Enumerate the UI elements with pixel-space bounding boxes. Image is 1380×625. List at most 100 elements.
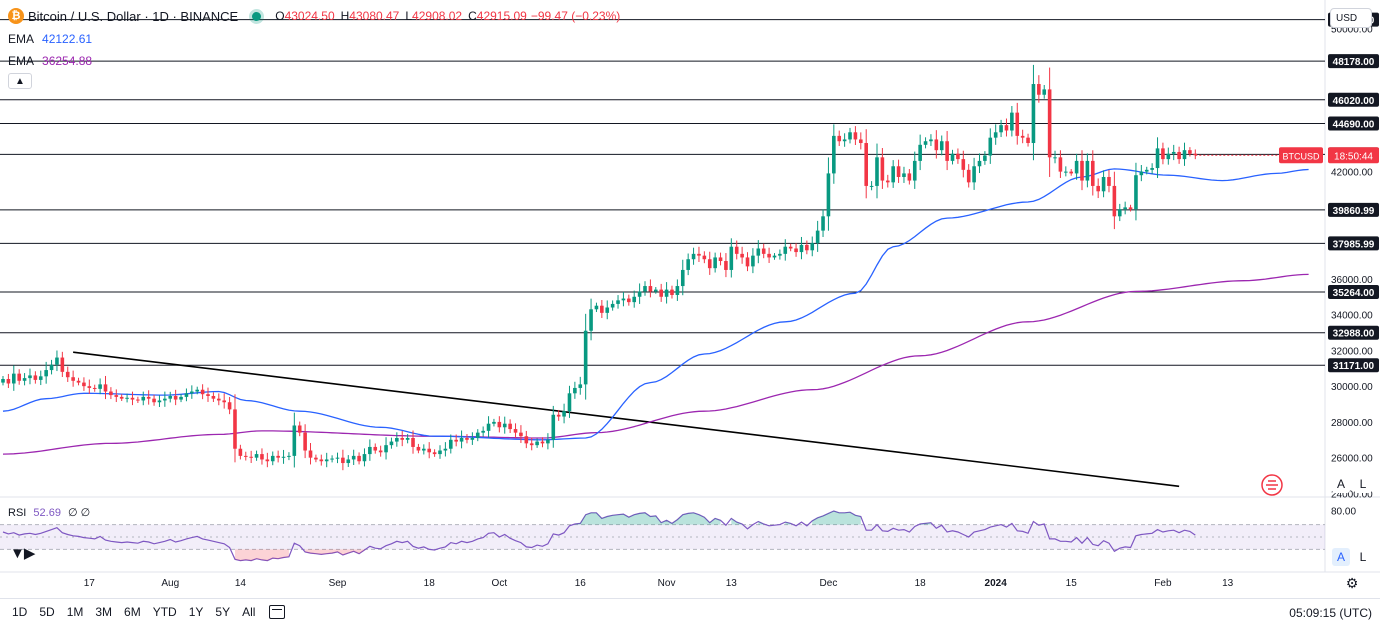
- candle-body: [384, 445, 388, 453]
- range-6m-button[interactable]: 6M: [124, 605, 141, 619]
- candle-body: [416, 446, 421, 451]
- candle-body: [880, 157, 885, 181]
- candle-body: [853, 132, 858, 140]
- rsi-overbought-fill: [574, 512, 721, 525]
- rsi-overbought-fill: [758, 521, 764, 525]
- candle-body: [934, 139, 939, 151]
- ema-slow-line: [2, 273, 1309, 455]
- price-chart[interactable]: 24000.00 26000.00 28000.00 30000.00 32000.00…: [0, 0, 1380, 598]
- candle-body: [1107, 176, 1111, 186]
- y-tick-label: 36000.00: [1331, 275, 1373, 286]
- candle-body: [17, 373, 21, 381]
- symbol-legend: ₿ Bitcoin / U.S. Dollar · 1D · BINANCE O…: [8, 8, 624, 24]
- x-tick-label: Aug: [161, 578, 179, 589]
- candle-body: [87, 386, 92, 388]
- candle-body: [983, 155, 987, 161]
- candle-body: [1026, 137, 1030, 144]
- candle-body: [168, 395, 173, 399]
- candle-body: [939, 141, 944, 151]
- tradingview-logo-icon[interactable]: ▼▶: [10, 545, 35, 562]
- range-all-button[interactable]: All: [242, 605, 256, 619]
- candle-body: [664, 289, 669, 297]
- live-status-icon: [252, 11, 262, 21]
- currency-select[interactable]: USD: [1330, 8, 1372, 28]
- candle-body: [1020, 135, 1025, 138]
- rsi-log-scale-button[interactable]: L: [1354, 548, 1372, 566]
- candle-body: [724, 261, 728, 270]
- candle-body: [55, 357, 59, 365]
- candle-body: [691, 253, 696, 260]
- candle-body: [513, 429, 518, 433]
- current-price-symbol: BTCUSD: [1282, 151, 1320, 161]
- candle-body: [146, 396, 151, 399]
- candle-body: [287, 455, 291, 457]
- candle-body: [999, 125, 1003, 133]
- price-level-label-bg: [1328, 116, 1379, 131]
- candle-body: [341, 457, 345, 464]
- candle-body: [217, 398, 221, 401]
- candle-body: [11, 373, 16, 384]
- candle-body: [1161, 148, 1165, 160]
- price-level-label: 32988.00: [1333, 329, 1375, 340]
- candle-body: [65, 371, 70, 378]
- ema-slow-legend[interactable]: EMA 36254.88: [8, 54, 93, 68]
- rsi-legend[interactable]: RSI 52.69 ∅ ∅: [8, 506, 90, 519]
- range-ytd-button[interactable]: YTD: [152, 605, 177, 619]
- candle-body: [594, 305, 599, 310]
- candle-body: [432, 452, 437, 455]
- calendar-icon[interactable]: [269, 605, 286, 619]
- candle-body: [243, 455, 248, 457]
- candle-body: [497, 421, 502, 428]
- candle-body: [44, 370, 48, 377]
- candle-body: [578, 384, 583, 388]
- candle-body: [173, 395, 178, 400]
- range-5d-button[interactable]: 5D: [39, 605, 55, 619]
- candle-body: [756, 248, 761, 256]
- candle-body: [1069, 171, 1074, 174]
- range-3m-button[interactable]: 3M: [95, 605, 113, 619]
- auto-scale-button[interactable]: A: [1332, 475, 1350, 493]
- ohlc-low: L42908.02: [405, 9, 463, 23]
- gear-icon[interactable]: ⚙: [1345, 574, 1359, 591]
- collapse-legend-button[interactable]: ▲: [8, 73, 32, 89]
- candle-body: [600, 305, 604, 313]
- candle-body: [1015, 112, 1020, 136]
- range-1m-button[interactable]: 1M: [66, 605, 84, 619]
- candle-body: [799, 244, 804, 253]
- range-1y-button[interactable]: 1Y: [188, 605, 204, 619]
- candle-body: [319, 459, 324, 462]
- candle-body: [605, 307, 610, 313]
- y-tick-label: 50000.00: [1331, 25, 1373, 36]
- rsi-oversold-fill: [234, 549, 289, 561]
- range-5y-button[interactable]: 5Y: [215, 605, 231, 619]
- candle-body: [772, 255, 777, 258]
- candle-body: [896, 166, 901, 177]
- x-tick-label: Nov: [658, 578, 676, 589]
- candle-body: [103, 384, 108, 392]
- symbol-title[interactable]: Bitcoin / U.S. Dollar · 1D · BINANCE: [28, 8, 239, 24]
- candle-body: [1123, 207, 1127, 210]
- trendline: [73, 351, 1180, 488]
- candle-body: [718, 257, 723, 262]
- candle-body: [805, 244, 809, 251]
- log-scale-button[interactable]: L: [1354, 475, 1372, 493]
- bottom-toolbar: 1D 5D 1M 3M 6M YTD 1Y 5Y All 05:09:15 (U…: [0, 598, 1380, 625]
- candle-body: [184, 393, 189, 397]
- candle-body: [249, 456, 253, 458]
- candle-body: [82, 382, 86, 387]
- candle-body: [729, 246, 734, 270]
- candle-body: [583, 330, 588, 385]
- candle-body: [713, 257, 717, 269]
- range-1d-button[interactable]: 1D: [12, 605, 28, 619]
- candle-body: [826, 173, 831, 217]
- ema-fast-legend[interactable]: EMA 42122.61: [8, 32, 93, 46]
- price-level-label-bg: [1328, 202, 1379, 217]
- rsi-auto-scale-button[interactable]: A: [1332, 548, 1350, 566]
- candle-body: [923, 141, 928, 145]
- candle-body: [195, 389, 200, 392]
- candle-body: [1090, 160, 1095, 186]
- utc-clock[interactable]: 05:09:15 (UTC): [1289, 606, 1372, 620]
- y-tick-label: 32000.00: [1331, 346, 1373, 357]
- candle-body: [616, 300, 620, 304]
- candle-body: [524, 436, 529, 444]
